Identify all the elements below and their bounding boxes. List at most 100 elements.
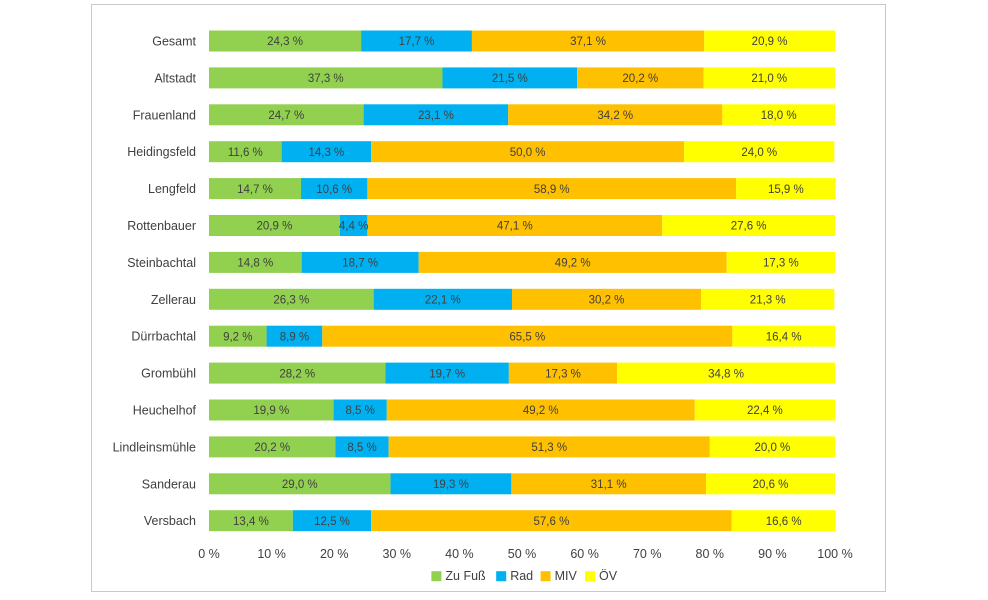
chart-frame: 24,3 % 17,7 % 37,1 % 20,9 % 37,3 % 21,5 % 20,2… xyxy=(91,4,886,592)
data-label: 19,9 % xyxy=(253,405,289,417)
bar-segment xyxy=(209,251,302,273)
data-label: 30,2 % xyxy=(589,295,625,307)
bar-segment xyxy=(577,67,704,89)
x-tick-label: 90 % xyxy=(758,547,787,561)
bar-segment xyxy=(703,67,835,89)
data-label: 17,7 % xyxy=(399,36,435,48)
data-label: 27,6 % xyxy=(731,221,767,233)
data-label: 51,3 % xyxy=(531,442,567,454)
data-label: 17,3 % xyxy=(545,368,581,380)
legend-label: Rad xyxy=(510,569,533,583)
bar-segment xyxy=(731,510,836,532)
bar-segment xyxy=(511,288,702,310)
bar-segment xyxy=(726,251,835,273)
bar-segment xyxy=(209,436,336,458)
bar-segment xyxy=(361,30,472,52)
data-label: 18,7 % xyxy=(342,258,378,270)
category-label: Steinbachtal xyxy=(127,256,196,270)
legend-swatch xyxy=(540,571,551,582)
data-label: 15,9 % xyxy=(768,184,804,196)
data-label: 17,3 % xyxy=(763,258,799,270)
data-label: 21,0 % xyxy=(751,73,787,85)
data-label: 9,2 % xyxy=(223,331,252,343)
bar-segment xyxy=(736,178,836,200)
legend-label: ÖV xyxy=(599,569,618,583)
bar-segment xyxy=(367,215,663,236)
legend-label: Zu Fuß xyxy=(445,569,486,583)
bar-segment xyxy=(301,251,419,273)
data-label: 37,1 % xyxy=(570,36,606,48)
bar-segment xyxy=(704,30,835,52)
data-label: 20,2 % xyxy=(254,442,290,454)
bar-segment xyxy=(418,251,727,273)
data-label: 16,6 % xyxy=(766,516,802,528)
bar-segment xyxy=(694,399,835,421)
data-label: 49,2 % xyxy=(555,258,591,270)
data-label: 47,1 % xyxy=(497,221,533,233)
data-label: 28,2 % xyxy=(279,368,315,380)
data-label: 21,3 % xyxy=(750,295,786,307)
x-tick-label: 20 % xyxy=(320,547,349,561)
x-tick-label: 100 % xyxy=(817,547,852,561)
bar-segment xyxy=(662,215,835,236)
bar-segment xyxy=(333,399,387,421)
bar-segment xyxy=(209,178,302,200)
bar-segment xyxy=(209,510,293,532)
data-label: 20,6 % xyxy=(753,479,789,491)
x-axis-ticks-group: 0 % 10 % 20 % 30 % 40 % 50 % 60 % 70 % 80 % 90 % 1… xyxy=(198,547,853,561)
data-label: 20,9 % xyxy=(752,36,788,48)
data-label: 18,0 % xyxy=(761,110,797,122)
bar-segment xyxy=(386,399,695,421)
bar-segment xyxy=(363,104,509,126)
category-label: Versbach xyxy=(144,514,196,528)
bar-segment xyxy=(281,141,372,163)
bar-segment xyxy=(617,362,835,384)
bar-segment xyxy=(209,215,340,236)
bar-segment xyxy=(371,510,732,532)
category-label: Zellerau xyxy=(151,293,196,307)
data-label: 14,3 % xyxy=(308,147,344,159)
legend: Zu Fuß Rad MIV ÖV xyxy=(431,569,618,583)
bar-segment xyxy=(301,178,368,200)
category-label: Altstadt xyxy=(154,71,196,85)
data-label: 29,0 % xyxy=(282,479,318,491)
data-label: 31,1 % xyxy=(591,479,627,491)
data-label: 65,5 % xyxy=(509,331,545,343)
x-tick-label: 60 % xyxy=(570,547,599,561)
data-label: 50,0 % xyxy=(510,147,546,159)
data-label: 49,2 % xyxy=(523,405,559,417)
data-label: 23,1 % xyxy=(418,110,454,122)
data-label: 19,7 % xyxy=(429,368,465,380)
data-label: 34,8 % xyxy=(708,368,744,380)
category-label: Heidingsfeld xyxy=(127,145,196,159)
data-label: 16,4 % xyxy=(766,331,802,343)
stacked-bar-chart: 24,3 % 17,7 % 37,1 % 20,9 % 37,3 % 21,5 % 20,2… xyxy=(113,30,853,583)
category-label: Gesamt xyxy=(152,35,196,49)
bar-segment xyxy=(709,436,835,458)
bar-segment xyxy=(390,473,512,495)
data-label: 8,9 % xyxy=(280,331,309,343)
bar-segment xyxy=(209,362,386,384)
category-label: Frauenland xyxy=(133,108,196,122)
bar-segment xyxy=(442,67,578,89)
category-label: Grombühl xyxy=(141,367,196,381)
data-label: 58,9 % xyxy=(534,184,570,196)
bar-segment xyxy=(209,104,364,126)
data-label: 8,5 % xyxy=(347,442,376,454)
category-label: Rottenbauer xyxy=(127,219,196,233)
bar-segment xyxy=(209,288,374,310)
data-label: 10,6 % xyxy=(316,184,352,196)
bar-segment xyxy=(266,325,323,347)
x-tick-label: 50 % xyxy=(508,547,537,561)
data-label: 11,6 % xyxy=(228,147,263,159)
data-label: 57,6 % xyxy=(534,516,570,528)
legend-swatch xyxy=(496,571,507,582)
data-label: 8,5 % xyxy=(345,405,374,417)
bar-segment xyxy=(511,473,707,495)
bar-segment xyxy=(388,436,710,458)
data-label: 21,5 % xyxy=(492,73,528,85)
bar-segment xyxy=(209,473,391,495)
bar-segment xyxy=(508,362,618,384)
category-labels-group: Gesamt Altstadt Frauenland Heidingsfeld Leng… xyxy=(113,35,197,529)
data-label: 14,8 % xyxy=(237,258,273,270)
